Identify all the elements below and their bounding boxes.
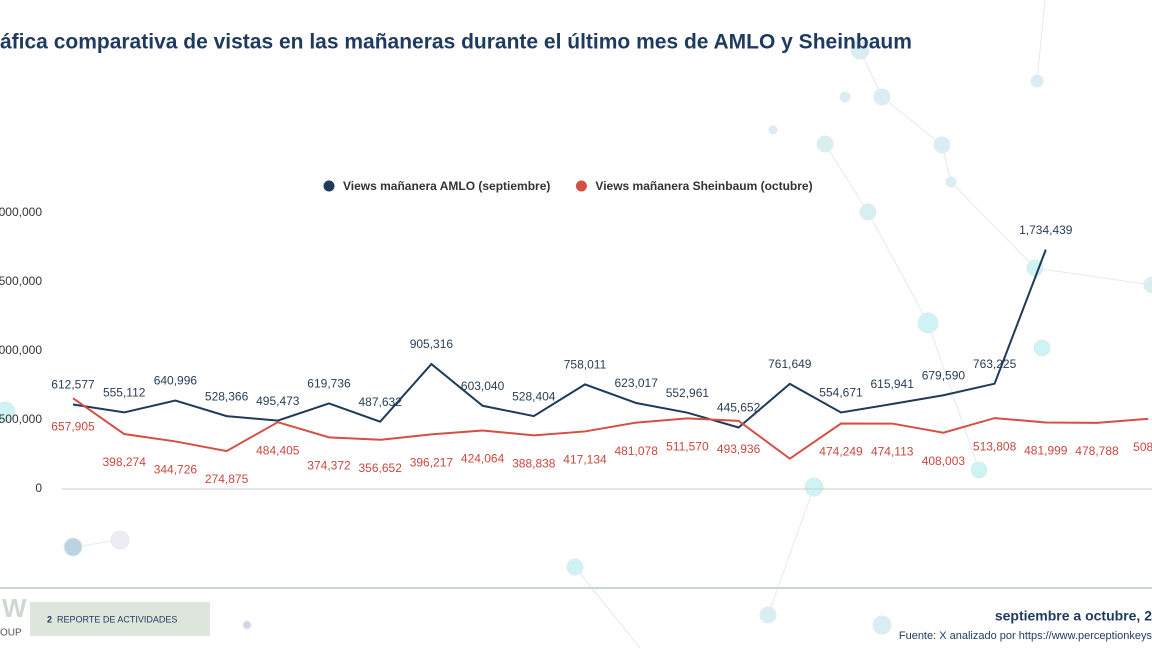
data-label: 474,249 bbox=[819, 445, 863, 459]
data-label: 481,078 bbox=[615, 444, 659, 458]
section-box bbox=[30, 602, 210, 636]
y-tick-label: 000,000 bbox=[0, 343, 42, 357]
data-label: 615,941 bbox=[871, 377, 915, 391]
data-label: 513,808 bbox=[973, 439, 1017, 453]
data-label: 424,064 bbox=[461, 452, 505, 466]
y-tick-label: 500,000 bbox=[0, 412, 42, 426]
page-number: 2 bbox=[47, 614, 52, 624]
data-label: 374,372 bbox=[307, 459, 351, 473]
plot-area: 0 500,000 000,000 500,000 000,000 612,577 555,… bbox=[0, 205, 1152, 495]
chart-title: áfica comparativa de vistas en las mañan… bbox=[0, 31, 912, 54]
data-label: 603,040 bbox=[461, 379, 505, 393]
data-label: 679,590 bbox=[922, 368, 966, 382]
y-tick-label: 000,000 bbox=[0, 205, 42, 219]
data-label: 657,905 bbox=[51, 419, 95, 433]
data-label: 508,5 bbox=[1133, 440, 1152, 454]
data-label: 408,003 bbox=[922, 454, 966, 468]
data-label: 555,112 bbox=[103, 386, 146, 400]
y-tick-label: 500,000 bbox=[0, 274, 42, 288]
data-label: 905,316 bbox=[410, 337, 454, 351]
legend-marker bbox=[323, 180, 335, 192]
data-label: 623,017 bbox=[615, 376, 659, 390]
data-label: 356,652 bbox=[359, 461, 403, 475]
data-label: 398,274 bbox=[103, 455, 147, 469]
data-label: 612,577 bbox=[51, 378, 95, 392]
legend: Views mañanera AMLO (septiembre) Views ma… bbox=[323, 179, 813, 193]
data-label: 481,999 bbox=[1024, 444, 1068, 458]
data-label: 474,113 bbox=[871, 445, 914, 459]
data-label: 487,632 bbox=[359, 395, 403, 409]
logo-sub: OUP bbox=[0, 628, 22, 639]
data-label: 761,649 bbox=[768, 357, 812, 371]
data-label: 619,736 bbox=[307, 377, 351, 391]
series-line bbox=[72, 397, 1149, 460]
data-label: 758,011 bbox=[564, 358, 607, 372]
data-label: 417,134 bbox=[563, 453, 607, 467]
logo: W bbox=[2, 593, 27, 623]
data-label: 528,404 bbox=[512, 389, 556, 403]
data-label: 640,996 bbox=[154, 374, 198, 388]
period: septiembre a octubre, 2 bbox=[995, 608, 1152, 624]
data-label: 493,936 bbox=[717, 442, 761, 456]
data-label: 484,405 bbox=[256, 443, 300, 457]
section-label: REPORTE DE ACTIVIDADES bbox=[57, 614, 177, 624]
data-label: 763,225 bbox=[973, 357, 1017, 371]
data-label: 1,734,439 bbox=[1019, 223, 1073, 237]
source: Fuente: X analizado por https://www.perc… bbox=[899, 630, 1152, 642]
data-label: 554,671 bbox=[819, 386, 863, 400]
data-label: 495,473 bbox=[256, 394, 300, 408]
data-label: 274,875 bbox=[205, 472, 249, 486]
data-label: 478,788 bbox=[1075, 444, 1119, 458]
series-line bbox=[72, 249, 1047, 429]
data-label: 445,652 bbox=[717, 401, 761, 415]
legend-label: Views mañanera AMLO (septiembre) bbox=[343, 179, 550, 193]
data-label: 344,726 bbox=[154, 463, 198, 477]
data-label: 552,961 bbox=[666, 386, 710, 400]
legend-label: Views mañanera Sheinbaum (octubre) bbox=[595, 179, 812, 193]
y-tick-label: 0 bbox=[35, 481, 42, 495]
data-label: 511,570 bbox=[666, 440, 709, 454]
data-label: 388,838 bbox=[512, 457, 556, 471]
data-label: 528,366 bbox=[205, 389, 249, 403]
legend-marker bbox=[575, 180, 587, 192]
data-label: 396,217 bbox=[410, 455, 454, 469]
